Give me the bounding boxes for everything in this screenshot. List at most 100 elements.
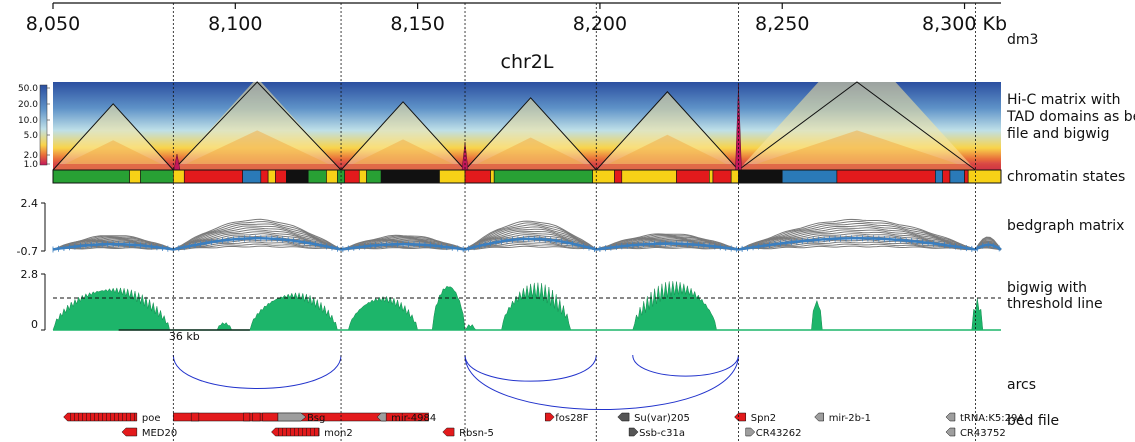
bedgraph-track: 2.4 -0.7 bedgraph matrix [17,197,1125,258]
gene-label: CR43262 [756,428,802,439]
gene: CR43752 [945,427,1006,439]
chromatin-segment [964,169,969,184]
bedgraph-mean [52,237,1002,251]
arc [464,354,597,382]
chromatin-track: chromatin states [52,169,1125,185]
genome-label: dm3 [1007,32,1038,48]
bigwig-region [464,324,477,331]
tad-core [341,139,466,170]
bigwig-region [431,285,466,331]
gene-body [121,427,138,437]
chromatin-segment [286,169,309,184]
tad-core [173,130,342,170]
vertical-guide-lines [172,3,976,442]
chromatin-segment [380,169,440,184]
gene-body [617,412,630,422]
gene: Rbsn-5 [442,427,494,439]
tad-fill [53,103,174,170]
tad-fill [173,82,342,170]
tad-domain [595,91,739,171]
gene: tRNA:K5:29A [945,412,1024,424]
chromatin-segment [781,169,838,184]
chromatin-segment [712,169,732,184]
tad-domain [172,81,342,171]
bedgraph-line [52,225,1002,251]
tad-fill [596,91,739,170]
arc [172,354,342,389]
bigwig-region [249,291,338,331]
gene-utr [277,412,307,422]
gene-label: tRNA:K5:29A [960,413,1024,424]
genes: poe Bsg mir-4984 fos28F Su(var)205 Spn2 mir-2b… [63,412,1024,439]
gene-label: fos28F [555,413,589,424]
tad-fill [465,97,597,170]
gene: mir-2b-1 [814,412,871,424]
bedgraph-line [52,245,1002,251]
gene-body [745,427,756,437]
hic-colorbar [39,84,48,166]
arcs-track: arcs [172,354,1036,410]
bigwig-track: 2.8 0 36 kb bigwig with threshold line [21,268,1103,343]
gene-label: Spn2 [751,413,776,424]
gene-label: MED20 [142,428,177,439]
chromatin-segment [493,169,593,184]
x-tick-label: 8,200 [573,13,627,35]
gene-body [814,412,824,422]
chromatin-segment [242,169,262,184]
gene-body [442,427,455,437]
bigwig-region [971,298,984,331]
chromatin-segment [140,169,174,184]
chromatin-segment [307,169,327,184]
tad-domain [52,103,174,171]
chromatin-segment [52,169,130,184]
chromatin-segment [366,169,382,184]
x-tick-label: 8,250 [755,13,809,35]
bigwig-ymin: 0 [31,318,38,331]
chromosome-label: chr2L [501,51,554,73]
bed-track-label: bed file [1007,413,1059,429]
chromatin-segment [267,169,276,184]
bedgraph-lines [52,218,1002,253]
bigwig-region [632,281,717,331]
colorbar-tick-label: 5.0 [24,131,39,141]
gene-body [945,427,956,437]
gene-exon [262,412,279,422]
chromatin-segment [614,169,623,184]
chromatin-segment [183,169,243,184]
colorbar-tick-label: 50.0 [18,84,38,94]
bedgraph-line [52,229,1002,251]
chromatin-segment [942,169,951,184]
chromatin-segment [676,169,710,184]
bedgraph-line [52,227,1002,251]
gene: Ssb-c31a [628,427,685,439]
x-tick-label: 8,150 [390,13,444,35]
bigwig-region [347,295,418,331]
gene-exon [252,412,261,422]
bed-track: poe Bsg mir-4984 fos28F Su(var)205 Spn2 mir-2b… [63,412,1059,439]
hic-tad-shading [53,82,1001,170]
x-axis-ticks: 8,050 8,100 8,150 8,200 8,250 8,300 Kb [26,3,1007,35]
bigwig-region [52,286,171,331]
gene-label: mir-2b-1 [829,413,871,424]
gene-body [734,412,747,422]
chromatin-segment [836,169,936,184]
gene-body [376,412,387,422]
gene-label: poe [142,413,161,424]
arcs-track-label: arcs [1007,377,1036,393]
chromatin-segment [358,169,367,184]
chromatin-segment [730,169,739,184]
colorbar-tick-label: 2.0 [24,151,39,161]
chromatin-segment [935,169,943,184]
chromatin-segment [173,169,185,184]
gene: MED20 [121,427,177,439]
tad-core [465,137,597,170]
gene-body [628,427,639,437]
bedgraph-line [52,233,1002,251]
x-tick-label: 8,300 Kb [922,13,1007,35]
gene: CR43262 [745,427,802,439]
hic-track: 50.0 20.0 10.0 5.0 2.01.0 Hi-C matrix with TA… [18,81,1135,171]
chromatin-segment [621,169,677,184]
bigwig-area [52,281,1001,331]
chromatin-segment [738,169,783,184]
